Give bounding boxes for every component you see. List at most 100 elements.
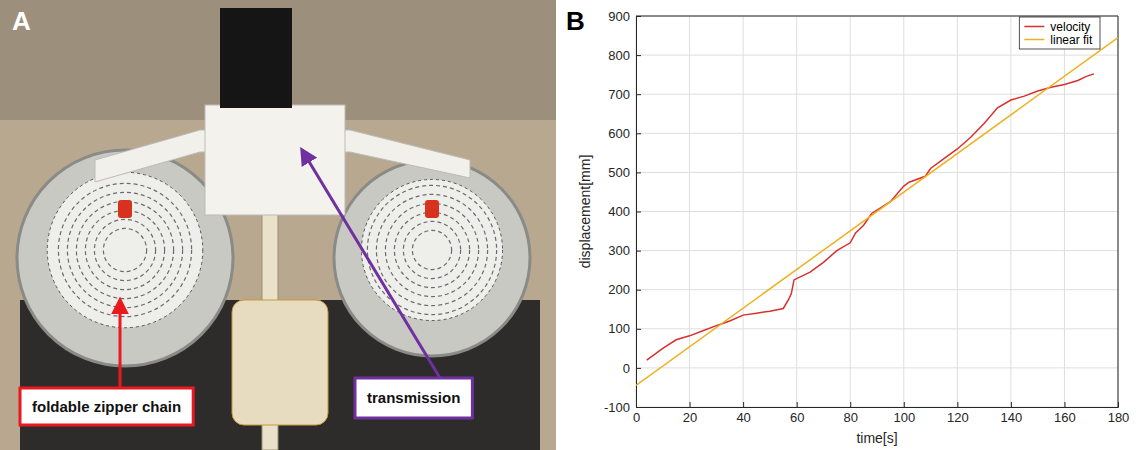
grid-line <box>636 55 1118 56</box>
plot-marks <box>636 38 1118 386</box>
grid-line <box>636 16 1118 17</box>
tick-mark <box>636 290 641 291</box>
annotation-arrow <box>302 150 440 378</box>
tick-label: 900 <box>608 9 630 24</box>
tick-mark <box>1011 402 1012 407</box>
tick: 140 <box>1001 402 1023 425</box>
axis-line <box>637 402 1119 408</box>
panel-label: B <box>566 6 585 36</box>
tick-label: 200 <box>608 282 630 297</box>
tick-label: 80 <box>843 410 857 425</box>
tick-mark <box>636 368 641 369</box>
plot-area <box>636 16 1118 407</box>
figure: foldable zipper chaintransmissionAB02040… <box>0 0 1136 450</box>
annotation-text: transmission <box>367 389 460 406</box>
tick: 300 <box>608 243 641 258</box>
axis-title: time[s] <box>856 430 897 446</box>
transmission-block <box>205 105 345 215</box>
grid <box>636 16 1118 407</box>
tick-mark <box>636 55 641 56</box>
grid-line <box>1118 16 1119 407</box>
tick: 40 <box>736 402 750 425</box>
disc-knob <box>118 200 132 218</box>
photo-backdrop <box>0 0 556 120</box>
tick-label: 0 <box>623 361 630 376</box>
guide-block <box>232 300 328 425</box>
tick-mark <box>636 329 641 330</box>
tick-label: 300 <box>608 243 630 258</box>
panel-a: foldable zipper chain transmission A <box>0 0 556 450</box>
grid-line <box>636 172 1118 173</box>
chain-disc <box>17 150 233 366</box>
tick-mark <box>797 402 798 407</box>
disc-plate <box>334 160 530 356</box>
disc-chain-ring <box>58 183 191 316</box>
chain-disc <box>334 160 530 356</box>
disc-chain-ring <box>412 230 451 269</box>
tick-mark <box>636 172 641 173</box>
disc-chain-ring <box>67 192 182 307</box>
tick-label: 180 <box>1108 410 1130 425</box>
axis-title: displacement[mm] <box>577 155 593 269</box>
tick: 80 <box>843 402 857 425</box>
disc-plate <box>17 150 233 366</box>
tick-label: 600 <box>608 126 630 141</box>
tick-label: 160 <box>1054 410 1076 425</box>
tick: 120 <box>947 402 969 425</box>
tick-label: 0 <box>633 410 640 425</box>
tick-label: 40 <box>736 410 750 425</box>
tick: 900 <box>608 9 641 24</box>
tick-mark <box>1118 402 1119 407</box>
annotation-text: foldable zipper chain <box>32 398 181 415</box>
tick: 60 <box>790 402 804 425</box>
tick-mark <box>636 251 641 252</box>
annotation-box <box>20 388 193 425</box>
panel-label: A <box>12 6 31 36</box>
disc-chain <box>361 179 502 320</box>
tick-label: 100 <box>893 410 915 425</box>
plot-frame <box>1118 16 1119 407</box>
photo-background <box>0 0 556 450</box>
tick-label: 120 <box>947 410 969 425</box>
motor <box>220 8 292 108</box>
series-line <box>636 38 1118 386</box>
tick-label: 700 <box>608 87 630 102</box>
tick: 0 <box>623 361 641 376</box>
tick-label: 60 <box>790 410 804 425</box>
tick-mark <box>743 402 744 407</box>
tick-mark <box>904 402 905 407</box>
panel-background <box>560 0 1136 450</box>
y-axis: -100 0 100 200 300 400 500 600 700 800 900 <box>604 9 641 415</box>
disc-chain-ring <box>403 221 460 278</box>
disc-chain-ring <box>103 228 146 271</box>
tick: 200 <box>608 282 641 297</box>
tick-label: 100 <box>608 321 630 336</box>
legend-label: linear fit <box>1050 33 1093 47</box>
tick-label: -100 <box>604 400 630 415</box>
grid-line <box>636 289 1118 290</box>
axis-line <box>637 17 642 408</box>
grid-line <box>636 250 1118 251</box>
tick: 100 <box>893 402 915 425</box>
panel-b: B020406080100120140160180-10001002003004… <box>560 0 1136 450</box>
legend-label: velocity <box>1050 20 1090 34</box>
grid-line <box>636 367 1118 368</box>
tick-mark <box>636 16 641 17</box>
legend-swatch <box>1024 39 1044 41</box>
tick-label: 800 <box>608 48 630 63</box>
tick: -100 <box>604 400 641 415</box>
legend: velocitylinear fit <box>1019 17 1100 49</box>
tick-mark <box>636 133 641 134</box>
tick: 500 <box>608 165 641 180</box>
tick: 100 <box>608 321 641 336</box>
grid-line <box>636 94 1118 95</box>
legend-swatch <box>1024 26 1044 28</box>
annotation-box <box>355 378 472 418</box>
disc-chain <box>47 172 203 328</box>
grid-line <box>636 133 1118 134</box>
disc-knob <box>425 200 439 218</box>
tick-label: 400 <box>608 204 630 219</box>
x-axis: 020406080100120140160180 <box>633 402 1129 425</box>
tick-mark <box>1064 402 1065 407</box>
plot-frame <box>636 16 1118 17</box>
